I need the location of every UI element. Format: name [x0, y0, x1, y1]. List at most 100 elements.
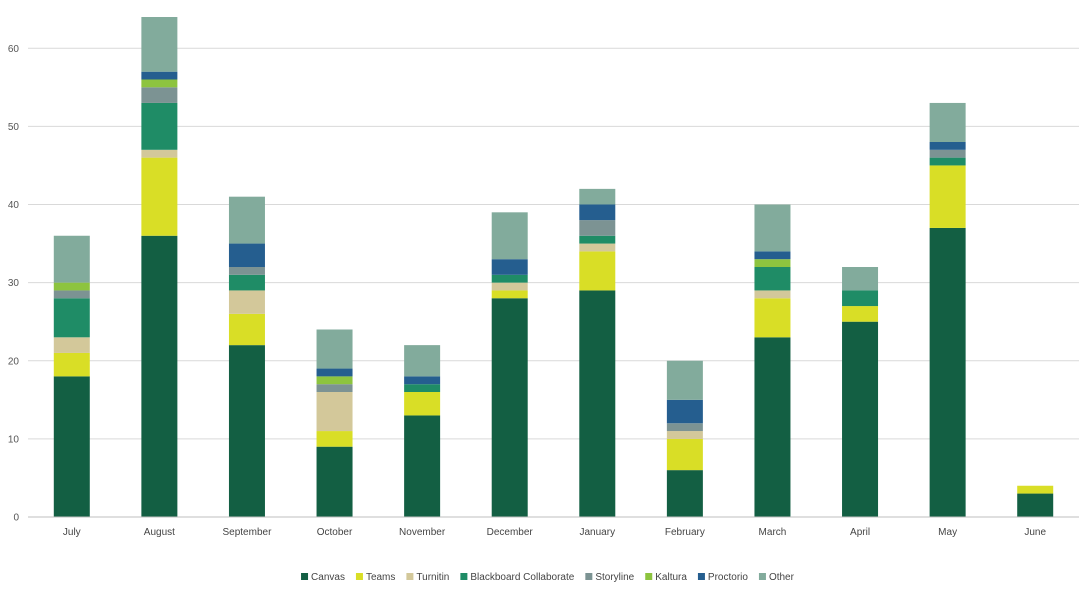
- bar-segment-blackboard-collaborate-july: [53, 298, 90, 338]
- bar-segment-other-may: [929, 102, 966, 142]
- bar-segment-teams-may: [929, 165, 966, 228]
- bar-segment-storyline-august: [141, 87, 178, 103]
- legend-item-kaltura: Kaltura: [645, 572, 687, 583]
- x-tick-label: April: [850, 527, 870, 538]
- x-tick-label: June: [1024, 527, 1046, 538]
- bar-segment-other-november: [404, 345, 441, 377]
- bar-segment-kaltura-march: [754, 259, 791, 267]
- bar-segment-proctorio-january: [579, 204, 616, 221]
- bar-segment-canvas-august: [141, 235, 178, 517]
- bar-segment-teams-march: [754, 298, 791, 338]
- legend-swatch: [697, 573, 705, 580]
- x-axis-ticks: July August September October November Decemb…: [63, 527, 1047, 538]
- y-tick-label: 50: [8, 122, 20, 133]
- x-tick-label: March: [759, 527, 787, 538]
- bar-segment-canvas-may: [929, 227, 966, 517]
- bars: [53, 17, 1054, 517]
- bar-segment-proctorio-march: [754, 251, 791, 260]
- bar-segment-teams-june: [1017, 485, 1054, 494]
- legend-label: Canvas: [311, 572, 345, 583]
- x-tick-label: October: [317, 527, 353, 538]
- bar-segment-turnitin-december: [491, 282, 528, 291]
- legend-label: Kaltura: [655, 572, 687, 583]
- bar-segment-teams-august: [141, 157, 178, 236]
- bar-segment-storyline-may: [929, 149, 966, 158]
- y-axis-ticks: 0 10 20 30 40 50 60: [8, 44, 20, 524]
- legend-item-blackboard-collaborate: Blackboard Collaborate: [460, 572, 575, 583]
- x-tick-label: January: [580, 527, 616, 538]
- x-tick-label: May: [938, 527, 957, 538]
- bar-segment-turnitin-september: [228, 290, 265, 314]
- bar-segment-teams-january: [579, 251, 616, 291]
- bar-segment-turnitin-january: [579, 243, 616, 252]
- bar-segment-blackboard-collaborate-august: [141, 102, 178, 150]
- legend-label: Other: [769, 572, 795, 583]
- bar-segment-canvas-march: [754, 337, 791, 517]
- x-tick-label: September: [222, 527, 272, 538]
- bar-segment-proctorio-november: [404, 376, 441, 385]
- legend-swatch: [758, 573, 766, 580]
- bar-segment-teams-november: [404, 392, 441, 416]
- bar-segment-other-october: [316, 329, 353, 369]
- bar-segment-turnitin-august: [141, 149, 178, 158]
- bar-segment-canvas-april: [842, 321, 879, 517]
- bar-segment-canvas-january: [579, 290, 616, 517]
- legend-label: Storyline: [595, 572, 634, 583]
- bar-segment-turnitin-october: [316, 392, 353, 432]
- y-tick-label: 20: [8, 356, 20, 367]
- gridlines: [28, 47, 1079, 440]
- bar-segment-canvas-july: [53, 376, 90, 517]
- bar-segment-proctorio-may: [929, 142, 966, 150]
- legend-swatch: [355, 573, 363, 580]
- y-tick-label: 60: [8, 44, 20, 55]
- bar-segment-canvas-september: [228, 345, 265, 517]
- bar-segment-teams-july: [53, 352, 90, 377]
- bar-segment-teams-september: [228, 313, 265, 346]
- legend-item-other: Other: [758, 572, 795, 583]
- legend-item-canvas: Canvas: [301, 572, 345, 583]
- y-tick-label: 40: [8, 200, 20, 211]
- legend-label: Proctorio: [708, 572, 748, 583]
- y-tick-label: 10: [8, 434, 20, 445]
- bar-segment-other-april: [842, 267, 879, 291]
- bar-segment-kaltura-august: [141, 79, 178, 88]
- bar-segment-storyline-february: [666, 423, 703, 432]
- y-tick-label: 0: [13, 513, 19, 524]
- bar-segment-proctorio-october: [316, 368, 353, 377]
- x-tick-label: July: [63, 527, 81, 538]
- bar-segment-blackboard-collaborate-december: [491, 274, 528, 283]
- bar-segment-storyline-october: [316, 384, 353, 392]
- bar-segment-storyline-september: [228, 267, 265, 275]
- bar-segment-canvas-february: [666, 470, 703, 517]
- bar-segment-teams-october: [316, 431, 353, 447]
- bar-segment-kaltura-july: [53, 282, 90, 291]
- x-tick-label: December: [487, 527, 534, 538]
- bar-segment-canvas-october: [316, 446, 353, 517]
- legend-label: Teams: [366, 572, 395, 583]
- x-tick-label: November: [399, 527, 446, 538]
- x-tick-label: August: [144, 527, 175, 538]
- bar-segment-other-december: [491, 212, 528, 260]
- bar-segment-other-march: [754, 204, 791, 252]
- bar-segment-turnitin-march: [754, 290, 791, 299]
- bar-segment-other-september: [228, 196, 265, 244]
- bar-segment-proctorio-february: [666, 399, 703, 424]
- legend-swatch: [585, 573, 593, 580]
- legend-label: Blackboard Collaborate: [470, 572, 574, 583]
- bar-segment-kaltura-october: [316, 376, 353, 385]
- bar-segment-other-august: [141, 17, 178, 72]
- bar-segment-proctorio-december: [491, 259, 528, 275]
- bar-segment-other-july: [53, 235, 90, 283]
- bar-segment-blackboard-collaborate-may: [929, 157, 966, 166]
- legend-item-teams: Teams: [355, 572, 395, 583]
- bar-segment-canvas-june: [1017, 493, 1054, 517]
- legend-item-turnitin: Turnitin: [406, 572, 449, 583]
- bar-segment-blackboard-collaborate-november: [404, 384, 441, 392]
- legend: Canvas Teams Turnitin Blackboard Collaborat…: [301, 572, 795, 583]
- bar-segment-turnitin-february: [666, 431, 703, 439]
- bar-segment-canvas-december: [491, 298, 528, 517]
- bar-segment-proctorio-september: [228, 243, 265, 267]
- bar-segment-storyline-january: [579, 220, 616, 236]
- y-tick-label: 30: [8, 278, 20, 289]
